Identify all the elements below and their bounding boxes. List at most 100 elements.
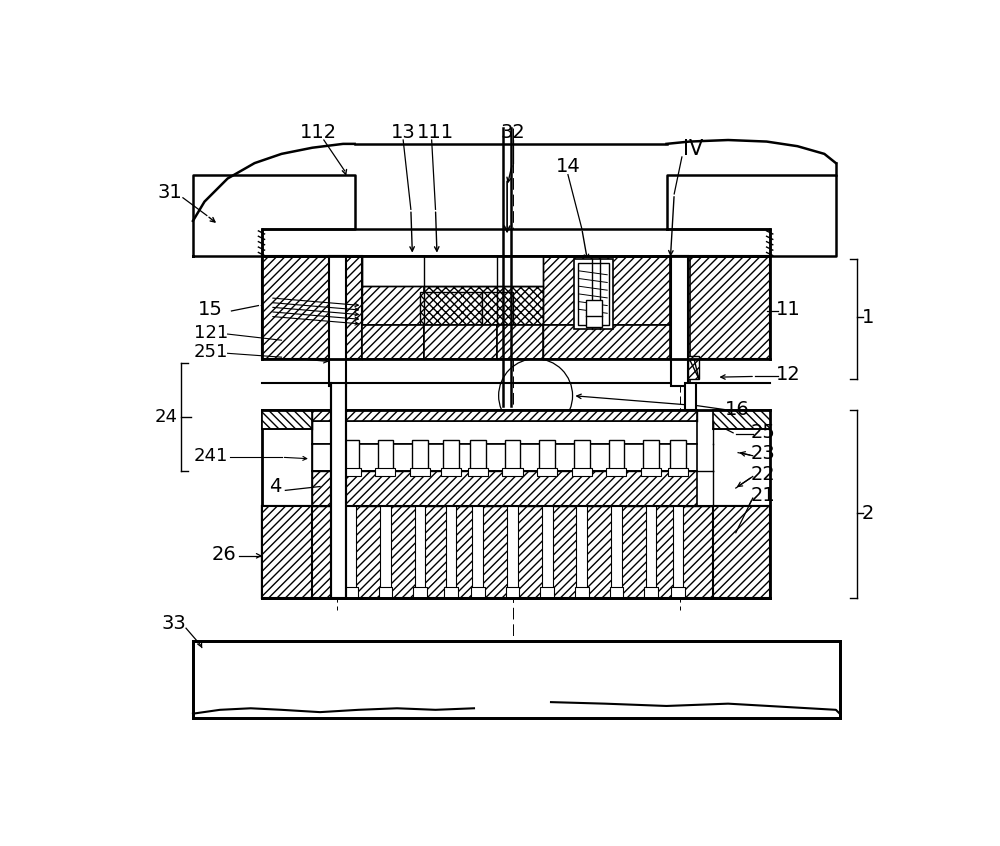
Bar [713,506,770,598]
Bar [312,444,697,471]
Bar [362,255,424,325]
Bar [685,382,696,409]
Bar [644,586,658,598]
Text: 251: 251 [193,343,228,360]
Bar [375,468,395,475]
Bar [312,421,697,444]
Bar [378,440,393,471]
Bar [424,325,497,360]
Bar [507,506,518,598]
Bar [540,586,554,598]
Bar [670,440,686,471]
Bar [482,293,512,327]
Text: 2: 2 [862,504,874,523]
Bar [643,440,659,471]
Bar [668,468,688,475]
Bar [420,293,482,327]
Bar [505,440,520,471]
Bar [262,228,770,255]
Bar [312,409,697,421]
Bar [537,468,557,475]
Bar [610,586,623,598]
Bar [673,506,683,598]
Bar [609,440,624,471]
Text: 15: 15 [198,300,223,319]
Bar [362,255,543,286]
Bar [574,440,590,471]
Bar [344,586,358,598]
Bar [713,409,770,429]
Bar [586,300,602,327]
Bar [262,255,362,360]
Bar [413,586,427,598]
Polygon shape [193,174,355,255]
Bar [415,506,425,598]
Text: 111: 111 [417,123,454,142]
Bar [606,468,626,475]
Bar [362,325,424,360]
Bar [471,586,485,598]
Bar [539,440,555,471]
Bar [542,506,553,598]
Text: 25: 25 [750,423,775,442]
Bar [193,640,840,717]
Text: 16: 16 [725,400,750,419]
Bar [432,294,501,317]
Bar [424,325,543,360]
Bar [331,382,346,598]
Bar [312,471,697,506]
Text: 26: 26 [211,545,236,563]
Bar [671,586,685,598]
Bar [329,255,346,387]
Text: 33: 33 [161,614,186,633]
Text: 31: 31 [157,183,182,202]
Bar [543,325,670,360]
Bar [670,255,770,360]
Bar [572,468,592,475]
Bar [262,409,312,429]
Bar [379,586,392,598]
Bar [441,468,461,475]
Bar [641,468,661,475]
Bar [468,468,488,475]
Text: 21: 21 [750,486,775,505]
Bar [576,506,587,598]
Bar [574,260,613,328]
Text: 22: 22 [750,465,775,485]
Bar [575,586,589,598]
Bar [443,440,459,471]
Text: 1: 1 [862,308,874,327]
Bar [410,468,430,475]
Text: 112: 112 [300,123,337,142]
Bar [472,506,483,598]
Bar [543,255,670,325]
Bar [380,506,391,598]
Bar [470,440,486,471]
Text: 13: 13 [391,123,416,142]
Bar [345,506,356,598]
Text: 14: 14 [556,157,580,177]
Bar [341,468,361,475]
Text: 24: 24 [154,409,177,426]
Bar [262,506,312,598]
Bar [343,440,358,471]
Bar [578,263,609,325]
Bar [262,506,770,598]
Bar [412,440,428,471]
Bar [506,586,519,598]
Bar [688,355,699,379]
Bar [444,586,458,598]
Text: 12: 12 [776,365,801,384]
Text: 4: 4 [269,477,282,496]
Bar [497,325,543,360]
Bar [424,286,543,325]
Bar [446,506,456,598]
Text: 121: 121 [194,323,228,342]
Polygon shape [666,174,836,255]
Text: 11: 11 [776,300,801,319]
Bar [671,255,688,387]
Text: IV: IV [683,140,704,159]
Bar [611,506,622,598]
Text: 23: 23 [750,444,775,463]
Text: 241: 241 [193,447,228,464]
